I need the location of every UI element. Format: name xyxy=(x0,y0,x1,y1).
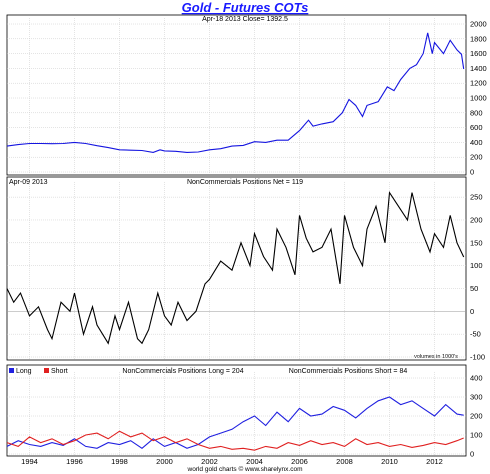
long-legend-label: Long xyxy=(16,368,32,375)
y-tick-label: 1000 xyxy=(470,94,487,103)
long-legend-swatch xyxy=(9,368,14,373)
x-tick-label: 1996 xyxy=(66,457,83,466)
y-tick-label: 400 xyxy=(470,138,483,147)
y-tick-label: 0 xyxy=(470,307,474,316)
long-subtitle: NonCommercials Positions Long = 204 xyxy=(122,368,243,375)
y-tick-label: 1400 xyxy=(470,64,487,73)
price-grid xyxy=(7,18,466,174)
long-short-y-ticks: 0 100 200 300 400 xyxy=(470,374,483,459)
y-tick-label: 200 xyxy=(470,412,483,421)
y-tick-label: 250 xyxy=(470,193,483,202)
y-tick-label: 600 xyxy=(470,123,483,132)
price-subtitle: Apr-18 2013 Close= 1392.5 xyxy=(202,16,288,23)
long-short-grid xyxy=(7,372,466,456)
y-tick-label: 800 xyxy=(470,108,483,117)
x-tick-label: 2002 xyxy=(201,457,218,466)
net-panel: Apr-09 2013 NonCommercials Positions Net… xyxy=(6,176,485,362)
x-tick-label: 2008 xyxy=(336,457,353,466)
series-line xyxy=(6,32,465,153)
footer-credit: world gold charts © www.sharelynx.com xyxy=(187,465,303,473)
x-tick-label: 1994 xyxy=(21,457,38,466)
y-tick-label: 50 xyxy=(470,284,478,293)
price-y-ticks: 0 200 400 600 800 1000 1200 1400 1600 1800 2000 xyxy=(470,20,487,177)
x-tick-label: 1998 xyxy=(111,457,128,466)
net-date-label: Apr-09 2013 xyxy=(9,179,48,186)
short-legend-swatch xyxy=(44,368,49,373)
y-tick-label: 0 xyxy=(470,168,474,177)
long-short-series xyxy=(6,396,464,451)
volumes-note: volumes in 1000's xyxy=(414,354,458,360)
short-subtitle: NonCommercials Positions Short = 84 xyxy=(289,368,408,375)
x-axis-ticks: 1994 1996 1998 2000 2002 2004 2006 2008 2010 2012 xyxy=(21,457,443,466)
y-tick-label: -50 xyxy=(470,330,481,339)
y-tick-label: 300 xyxy=(470,393,483,402)
net-y-ticks: -100 -50 0 50 100 150 200 250 xyxy=(470,193,485,362)
x-tick-label: 2012 xyxy=(426,457,443,466)
y-tick-label: 0 xyxy=(470,450,474,459)
x-tick-label: 2006 xyxy=(291,457,308,466)
y-tick-label: 200 xyxy=(470,153,483,162)
y-tick-label: 1200 xyxy=(470,79,487,88)
y-tick-label: 400 xyxy=(470,374,483,383)
y-tick-label: 2000 xyxy=(470,20,487,29)
x-tick-label: 2010 xyxy=(381,457,398,466)
net-series xyxy=(6,190,465,345)
y-tick-label: 200 xyxy=(470,215,483,224)
short-legend-label: Short xyxy=(51,368,68,375)
net-subtitle: NonCommercials Positions Net = 119 xyxy=(187,179,303,186)
y-tick-label: 100 xyxy=(470,431,483,440)
y-tick-label: 150 xyxy=(470,238,483,247)
series-line xyxy=(6,190,465,345)
chart-title: Gold - Futures COTs xyxy=(182,0,309,15)
x-tick-label: 2000 xyxy=(156,457,173,466)
short-series-line xyxy=(6,430,464,451)
y-tick-label: -100 xyxy=(470,353,485,362)
x-tick-label: 2004 xyxy=(246,457,263,466)
price-panel: Apr-18 2013 Close= 1392.5 0 200 400 600 800 1… xyxy=(6,14,487,177)
price-series xyxy=(6,32,465,153)
long-short-panel: Long Short NonCommercials Positions Long… xyxy=(6,364,483,459)
y-tick-label: 1800 xyxy=(470,34,487,43)
y-tick-label: 100 xyxy=(470,261,483,270)
y-tick-label: 1600 xyxy=(470,49,487,58)
long-series-line xyxy=(6,396,464,449)
net-grid xyxy=(7,182,466,359)
